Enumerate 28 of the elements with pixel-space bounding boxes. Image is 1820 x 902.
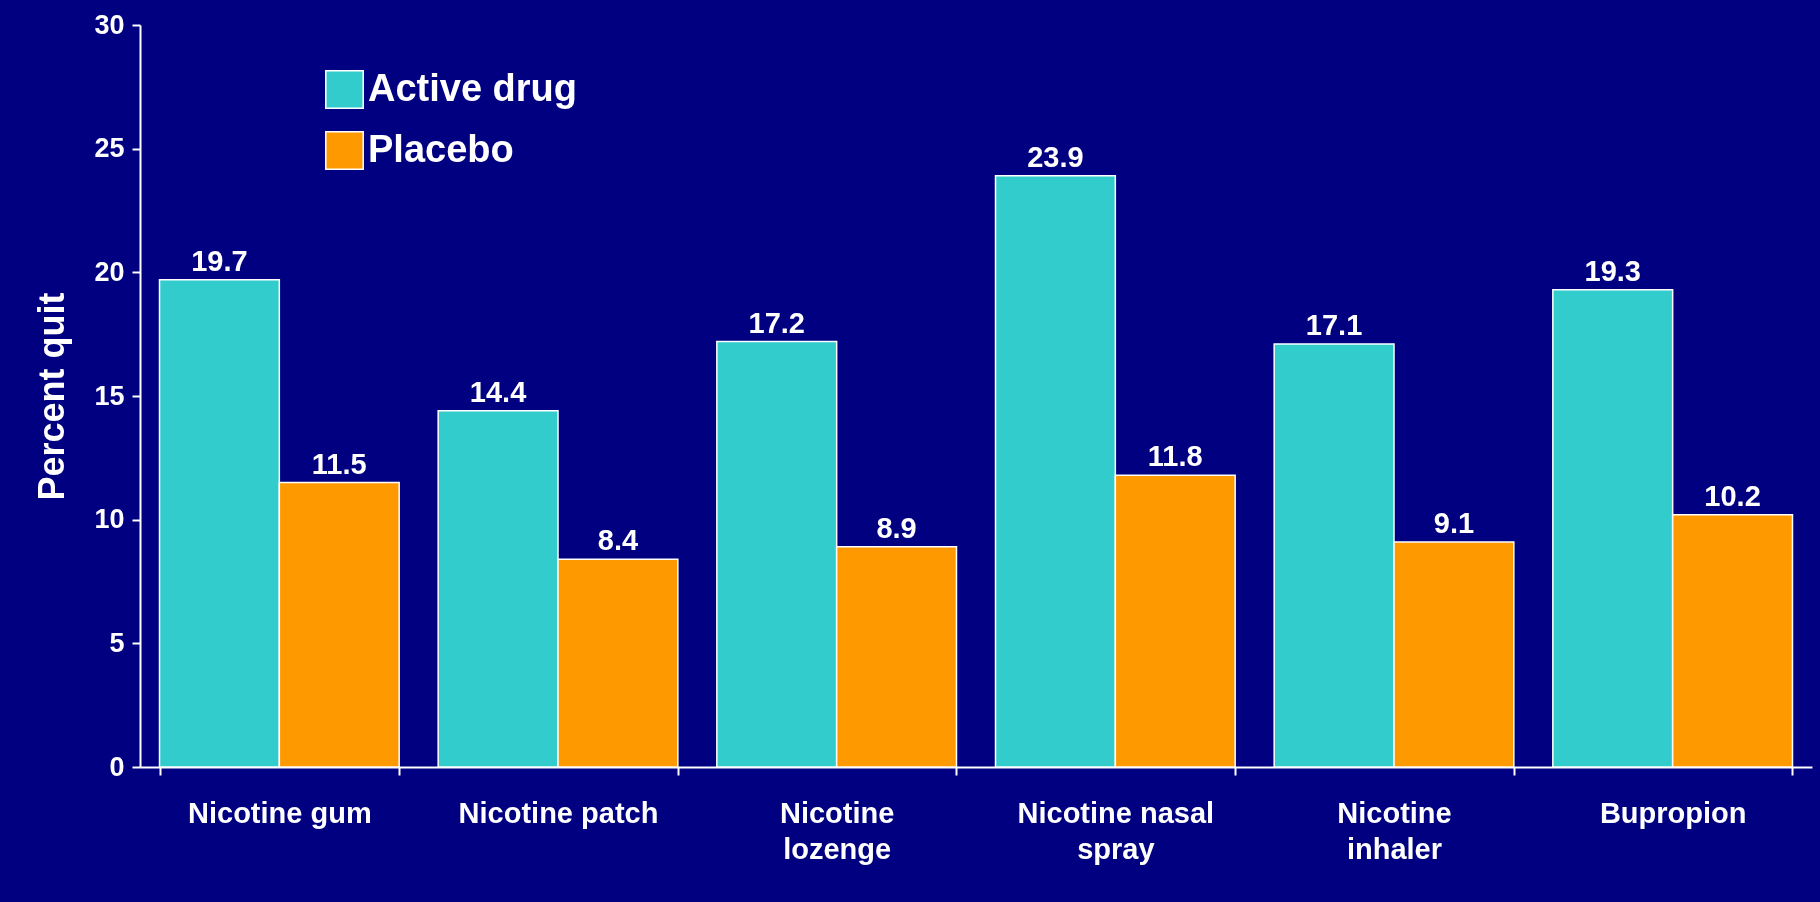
x-tick-label: Nicotine patch [458, 796, 659, 829]
data-label: 19.3 [1584, 254, 1641, 287]
y-tick-label: 30 [94, 9, 125, 40]
data-label: 9.1 [1433, 506, 1475, 539]
x-tick-label: Nicotine inhaler [1337, 796, 1452, 865]
y-tick-label: 10 [94, 504, 125, 535]
x-tick-label: Nicotine gum [188, 796, 372, 829]
y-tick-label: 25 [94, 133, 125, 164]
data-label: 14.4 [469, 375, 527, 408]
data-label: 11.8 [1147, 440, 1203, 473]
x-tick-label: Bupropion [1599, 796, 1747, 829]
y-tick-label: 5 [109, 627, 125, 658]
y-tick-label: 15 [94, 380, 125, 411]
data-label: 17.1 [1305, 309, 1363, 342]
y-tick-label: 0 [109, 751, 125, 782]
legend-label: Placebo [368, 127, 514, 170]
y-tick-label: 20 [94, 256, 125, 287]
x-tick-label: Nicotine nasal spray [1017, 796, 1215, 865]
x-tick-label: Nicotine lozenge [779, 796, 895, 865]
data-label: 17.2 [748, 306, 805, 339]
legend-label: Active drug [368, 66, 578, 109]
data-label: 10.2 [1704, 479, 1761, 512]
data-label: 23.9 [1027, 140, 1084, 173]
data-label: 8.9 [876, 511, 917, 544]
data-label: 8.4 [597, 524, 639, 557]
data-label: 19.7 [191, 244, 248, 277]
y-axis-title: Percent quit [31, 292, 73, 501]
data-label: 11.5 [311, 447, 367, 480]
